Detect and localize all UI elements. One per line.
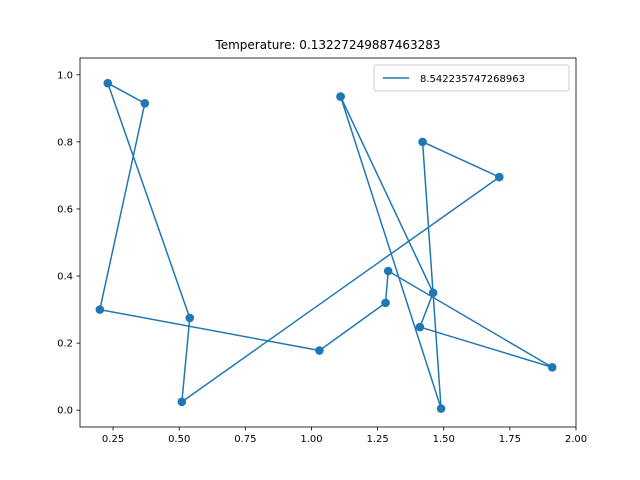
x-tick-label: 0.50 — [168, 434, 190, 445]
legend-box — [373, 64, 570, 92]
plot-area — [95, 78, 557, 413]
data-point — [315, 346, 324, 355]
x-tick-label: 1.25 — [366, 434, 388, 445]
plot-frame — [79, 57, 577, 428]
x-tick-label: 1.00 — [300, 434, 322, 445]
x-tick-label: 0.25 — [102, 434, 124, 445]
y-tick-label: 0.2 — [57, 339, 73, 350]
x-tick-label: 1.75 — [499, 434, 521, 445]
y-axis: 0.0 0.2 0.4 0.6 0.8 1.0 — [57, 70, 80, 417]
data-point — [103, 78, 113, 88]
x-tick-label: 0.75 — [234, 434, 256, 445]
y-tick-label: 0.4 — [57, 272, 73, 283]
x-tick-label: 2.00 — [565, 434, 587, 445]
data-point — [336, 92, 345, 101]
y-tick-label: 1.0 — [57, 70, 73, 81]
data-point — [415, 322, 425, 332]
y-tick-label: 0.6 — [57, 204, 73, 215]
data-point — [418, 137, 427, 147]
y-tick-label: 0.8 — [57, 137, 73, 148]
x-axis: 0.25 0.50 0.75 1.00 1.25 1.50 1.75 2.00 — [102, 427, 587, 445]
series-line — [99, 82, 553, 410]
data-point — [494, 172, 504, 182]
data-point — [185, 313, 195, 323]
data-point — [381, 298, 390, 308]
data-point — [547, 362, 557, 372]
data-point — [177, 397, 187, 407]
legend: 8.542235747268963 — [373, 64, 570, 92]
data-point — [436, 404, 446, 413]
data-point — [95, 305, 105, 314]
data-point — [140, 98, 150, 108]
x-tick-label: 1.50 — [433, 434, 455, 445]
data-point — [383, 266, 393, 276]
chart-title: Temperature: 0.13227249887463283 — [214, 38, 440, 52]
data-point — [428, 288, 438, 298]
legend-label: 8.542235747268963 — [420, 74, 525, 85]
y-tick-label: 0.0 — [57, 406, 73, 417]
